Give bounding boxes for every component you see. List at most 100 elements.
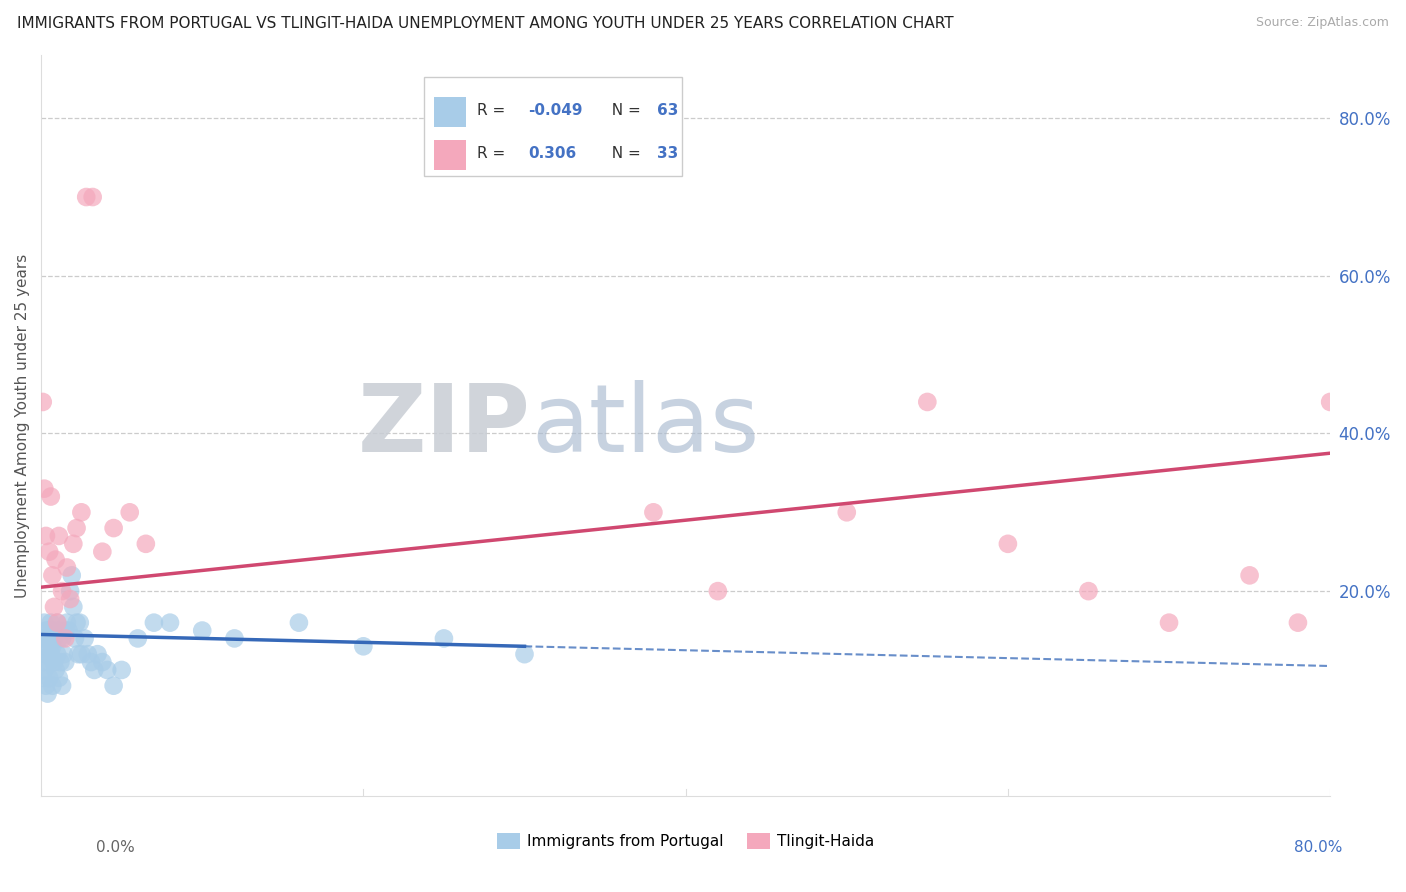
Point — [38, 655, 60, 669]
Point — [224, 632, 246, 646]
Point — [35, 679, 58, 693]
Point — [46, 615, 69, 630]
Point — [31, 671, 53, 685]
Point — [103, 521, 125, 535]
FancyBboxPatch shape — [434, 140, 467, 169]
Point — [111, 663, 134, 677]
Text: ZIP: ZIP — [359, 380, 531, 472]
Point — [37, 624, 59, 638]
Point — [31, 395, 53, 409]
Point — [433, 632, 456, 646]
Point — [63, 632, 86, 646]
Y-axis label: Unemployment Among Youth under 25 years: Unemployment Among Youth under 25 years — [15, 253, 30, 598]
Text: N =: N = — [602, 145, 645, 161]
Point — [41, 640, 63, 654]
Point — [48, 632, 70, 646]
Point — [34, 482, 56, 496]
Point — [67, 647, 90, 661]
Point — [643, 505, 665, 519]
Point — [65, 521, 87, 535]
Point — [41, 624, 63, 638]
Point — [142, 615, 165, 630]
Point — [65, 615, 87, 630]
Point — [83, 663, 105, 677]
Point — [39, 615, 62, 630]
Text: R =: R = — [477, 145, 515, 161]
FancyBboxPatch shape — [425, 77, 682, 176]
Point — [352, 640, 374, 654]
Point — [1077, 584, 1099, 599]
Point — [53, 655, 76, 669]
Text: R =: R = — [477, 103, 510, 118]
Point — [49, 624, 72, 638]
Point — [46, 647, 69, 661]
Text: 33: 33 — [657, 145, 679, 161]
Point — [59, 584, 82, 599]
Point — [51, 679, 73, 693]
Point — [80, 655, 103, 669]
Point — [191, 624, 214, 638]
Point — [35, 529, 58, 543]
Point — [1157, 615, 1180, 630]
Text: 80.0%: 80.0% — [1295, 840, 1343, 855]
Text: atlas: atlas — [531, 380, 759, 472]
Point — [37, 687, 59, 701]
Point — [997, 537, 1019, 551]
Text: 0.306: 0.306 — [529, 145, 576, 161]
Point — [42, 599, 65, 614]
Point — [38, 671, 60, 685]
Point — [42, 655, 65, 669]
Point — [53, 632, 76, 646]
Point — [513, 647, 536, 661]
Text: N =: N = — [602, 103, 645, 118]
Point — [48, 671, 70, 685]
Point — [288, 615, 311, 630]
Point — [86, 647, 108, 661]
Point — [38, 545, 60, 559]
Text: IMMIGRANTS FROM PORTUGAL VS TLINGIT-HAIDA UNEMPLOYMENT AMONG YOUTH UNDER 25 YEAR: IMMIGRANTS FROM PORTUGAL VS TLINGIT-HAID… — [17, 16, 953, 31]
Point — [34, 632, 56, 646]
Legend: Immigrants from Portugal, Tlingit-Haida: Immigrants from Portugal, Tlingit-Haida — [491, 827, 880, 855]
Point — [159, 615, 181, 630]
Point — [60, 568, 83, 582]
Point — [1319, 395, 1341, 409]
Point — [707, 584, 730, 599]
Point — [38, 632, 60, 646]
Point — [45, 663, 67, 677]
Point — [53, 624, 76, 638]
Point — [45, 624, 67, 638]
Point — [135, 537, 157, 551]
FancyBboxPatch shape — [434, 97, 467, 127]
Point — [35, 624, 58, 638]
Point — [34, 663, 56, 677]
Point — [69, 615, 91, 630]
Text: 0.0%: 0.0% — [96, 840, 135, 855]
Point — [70, 647, 93, 661]
Point — [49, 655, 72, 669]
Point — [103, 679, 125, 693]
Point — [75, 190, 97, 204]
Text: Source: ZipAtlas.com: Source: ZipAtlas.com — [1256, 16, 1389, 29]
Point — [1286, 615, 1309, 630]
Point — [118, 505, 141, 519]
Point — [835, 505, 858, 519]
Point — [96, 663, 118, 677]
Point — [62, 599, 84, 614]
Point — [39, 647, 62, 661]
Point — [56, 560, 79, 574]
Point — [35, 647, 58, 661]
Point — [1239, 568, 1261, 582]
Point — [91, 655, 114, 669]
Point — [76, 647, 98, 661]
Point — [56, 615, 79, 630]
Point — [41, 679, 63, 693]
Point — [41, 568, 63, 582]
Point — [48, 529, 70, 543]
Point — [127, 632, 149, 646]
Point — [73, 632, 96, 646]
Text: 63: 63 — [657, 103, 679, 118]
Point — [59, 592, 82, 607]
Point — [58, 624, 80, 638]
Point — [31, 640, 53, 654]
Point — [45, 552, 67, 566]
